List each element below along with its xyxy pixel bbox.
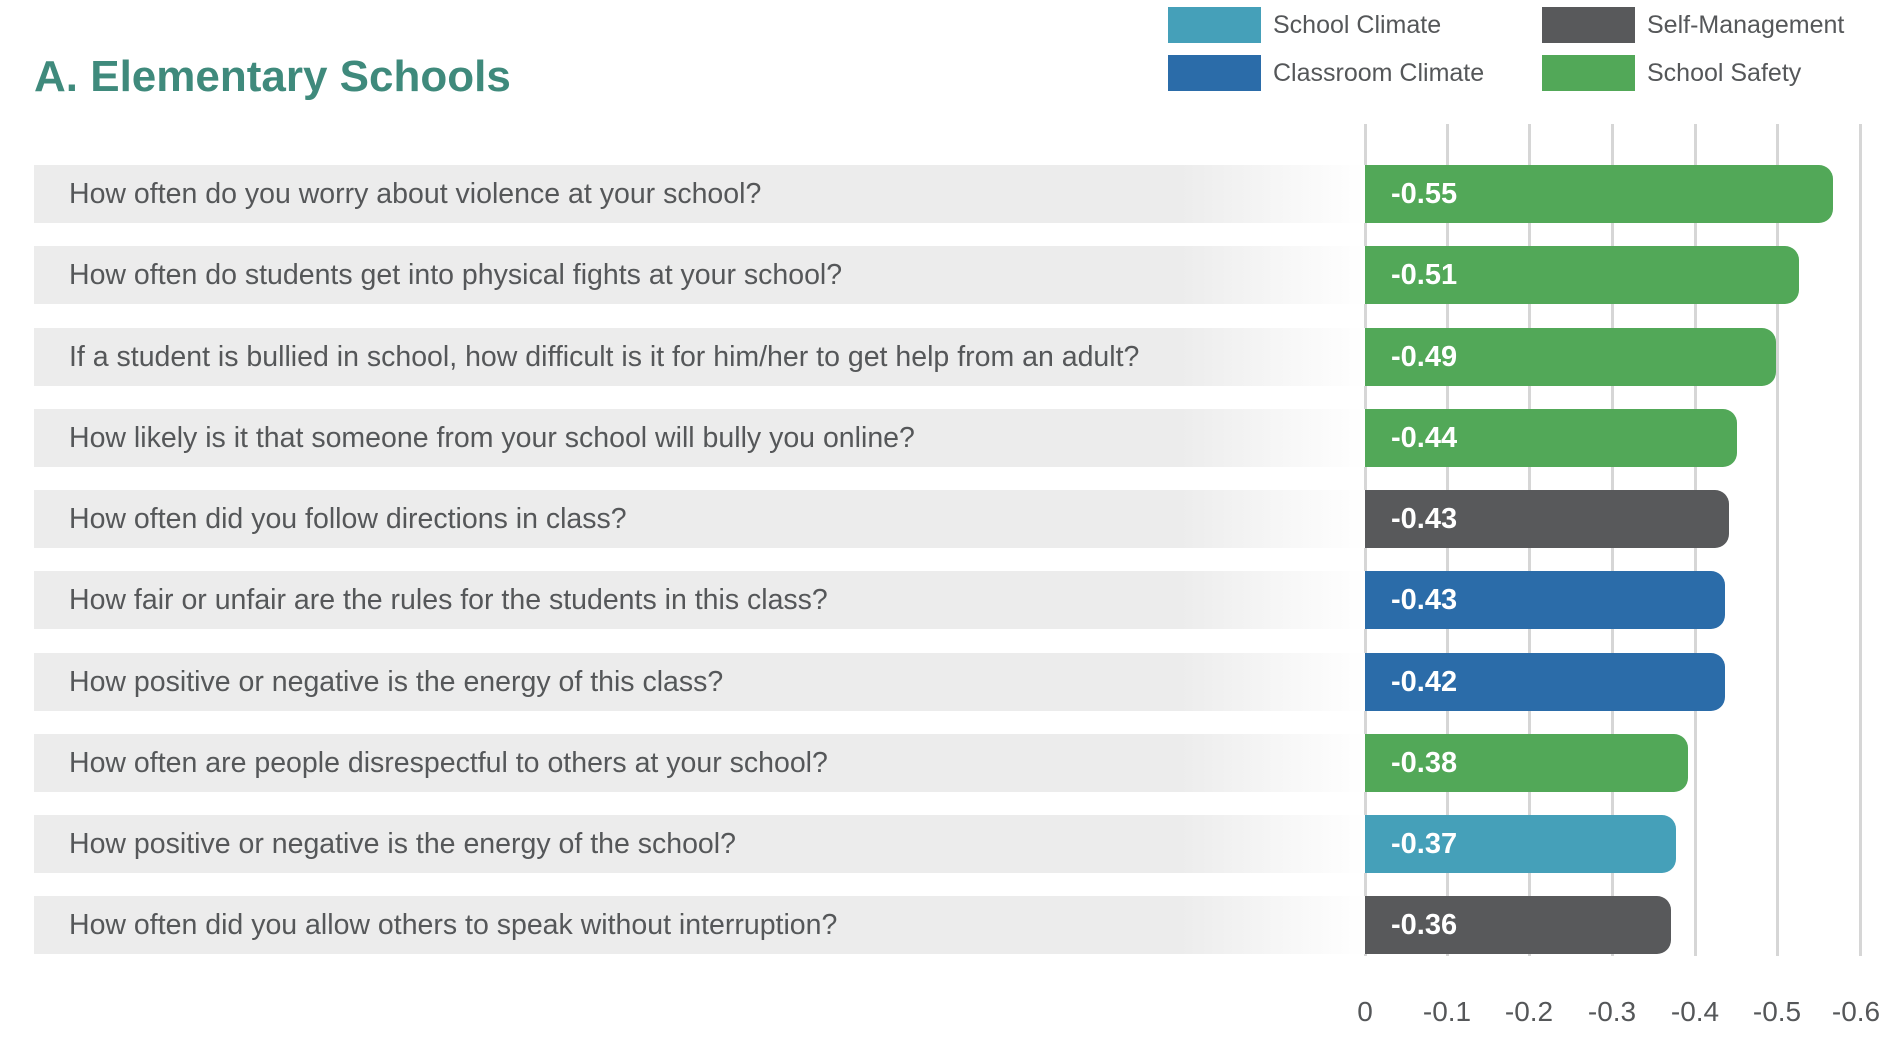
chart-title: A. Elementary Schools xyxy=(34,52,511,101)
legend-swatch xyxy=(1168,7,1261,43)
bar-school-safety: -0.51 xyxy=(1365,246,1799,304)
row-background xyxy=(34,734,1365,792)
bar-classroom-climate: -0.43 xyxy=(1365,571,1725,629)
bar-value: -0.38 xyxy=(1391,747,1458,779)
x-tick-label: -0.2 xyxy=(1504,996,1554,1027)
question-label: How often are people disrespectful to ot… xyxy=(69,747,828,779)
chart-row: How often do students get into physical … xyxy=(0,246,1884,304)
bar-value: -0.44 xyxy=(1391,422,1458,454)
bar-school-safety: -0.44 xyxy=(1365,409,1737,467)
chart-row: How often did you follow directions in c… xyxy=(0,490,1884,548)
question-label: How positive or negative is the energy o… xyxy=(69,828,736,860)
row-background xyxy=(34,165,1365,223)
x-tick-label: 0 xyxy=(1357,996,1373,1027)
chart-row: If a student is bullied in school, how d… xyxy=(0,328,1884,386)
legend-label: Self-Management xyxy=(1647,10,1845,39)
legend: School Climate Self-Management Classroom… xyxy=(1168,6,1884,96)
chart-row: How positive or negative is the energy o… xyxy=(0,653,1884,711)
bar-value: -0.55 xyxy=(1391,178,1458,210)
legend-swatch xyxy=(1542,55,1635,91)
row-background xyxy=(34,409,1365,467)
row-background xyxy=(34,571,1365,629)
bar-value: -0.49 xyxy=(1391,341,1458,373)
question-label: If a student is bullied in school, how d… xyxy=(69,341,1140,373)
bar-self-management: -0.36 xyxy=(1365,896,1671,954)
bar-school-safety: -0.49 xyxy=(1365,328,1776,386)
x-tick-label: -0.6 xyxy=(1831,996,1881,1027)
chart-row: How positive or negative is the energy o… xyxy=(0,815,1884,873)
question-label: How fair or unfair are the rules for the… xyxy=(69,584,828,616)
bar-school-safety: -0.38 xyxy=(1365,734,1688,792)
bar-value: -0.42 xyxy=(1391,666,1458,698)
chart-row: How often do you worry about violence at… xyxy=(0,165,1884,223)
question-label: How often did you allow others to speak … xyxy=(69,909,838,941)
chart-row: How often did you allow others to speak … xyxy=(0,896,1884,954)
row-background xyxy=(34,815,1365,873)
gridline xyxy=(1859,124,1862,956)
legend-label: School Climate xyxy=(1273,10,1442,39)
bar-value: -0.36 xyxy=(1391,909,1458,941)
x-tick-label: -0.3 xyxy=(1587,996,1637,1027)
question-label: How often did you follow directions in c… xyxy=(69,503,627,535)
row-background xyxy=(34,490,1365,548)
question-label: How likely is it that someone from your … xyxy=(69,422,915,454)
bar-value: -0.51 xyxy=(1391,259,1458,291)
legend-item-classroom-climate: Classroom Climate xyxy=(1168,54,1484,92)
question-label: How often do you worry about violence at… xyxy=(69,178,762,210)
legend-item-school-safety: School Safety xyxy=(1542,54,1801,92)
chart-row: How often are people disrespectful to ot… xyxy=(0,734,1884,792)
x-tick-label: -0.1 xyxy=(1422,996,1472,1027)
bar-classroom-climate: -0.42 xyxy=(1365,653,1725,711)
row-background xyxy=(34,246,1365,304)
legend-label: School Safety xyxy=(1647,58,1802,87)
x-tick-label: -0.5 xyxy=(1752,996,1802,1027)
legend-swatch xyxy=(1168,55,1261,91)
bar-school-climate: -0.37 xyxy=(1365,815,1676,873)
legend-swatch xyxy=(1542,7,1635,43)
bar-value: -0.43 xyxy=(1391,503,1458,535)
question-label: How positive or negative is the energy o… xyxy=(69,666,724,698)
question-label: How often do students get into physical … xyxy=(69,259,843,291)
bar-value: -0.43 xyxy=(1391,584,1458,616)
row-background xyxy=(34,896,1365,954)
x-tick-label: -0.4 xyxy=(1670,996,1720,1027)
bar-self-management: -0.43 xyxy=(1365,490,1729,548)
legend-item-school-climate: School Climate xyxy=(1168,6,1441,44)
row-background xyxy=(34,653,1365,711)
bar-school-safety: -0.55 xyxy=(1365,165,1833,223)
legend-label: Classroom Climate xyxy=(1273,58,1485,87)
legend-item-self-management: Self-Management xyxy=(1542,6,1844,44)
chart-row: How fair or unfair are the rules for the… xyxy=(0,571,1884,629)
chart-row: How likely is it that someone from your … xyxy=(0,409,1884,467)
row-background xyxy=(34,328,1365,386)
gridline xyxy=(1776,124,1779,956)
bar-value: -0.37 xyxy=(1391,828,1458,860)
